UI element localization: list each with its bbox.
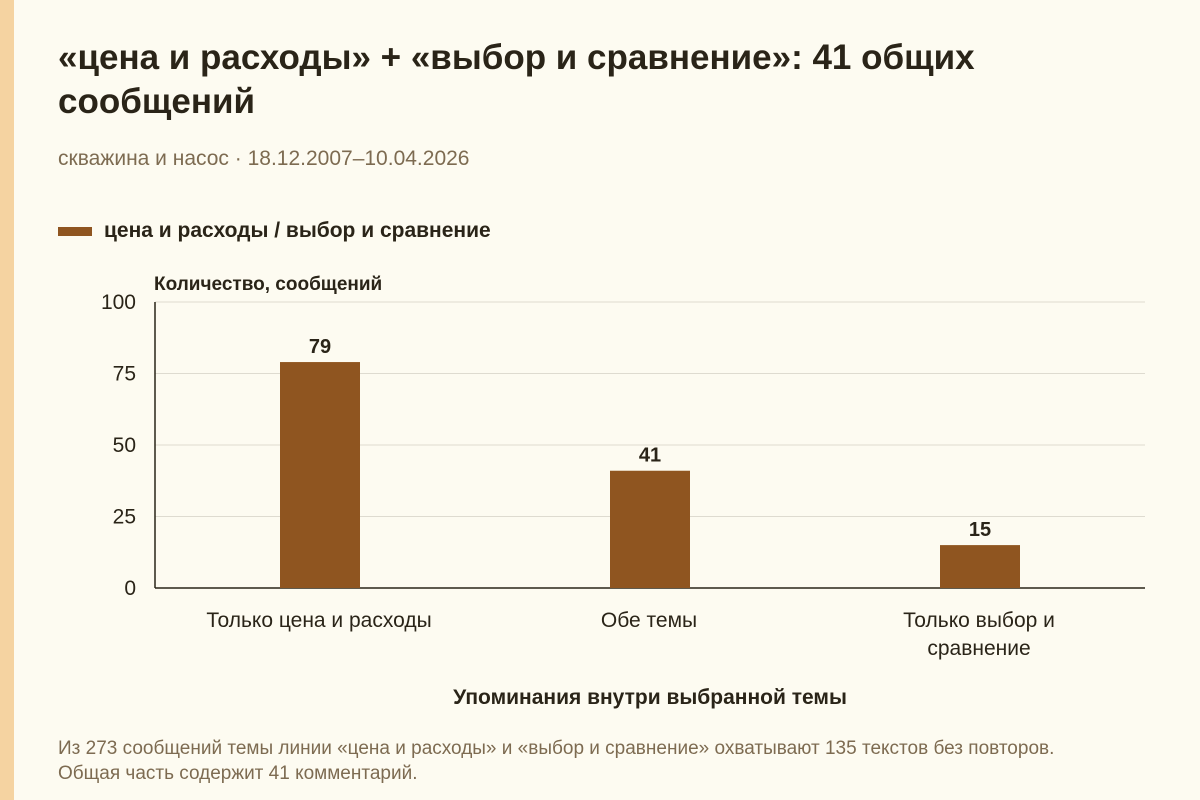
accent-strip [0, 0, 14, 800]
legend-label: цена и расходы / выбор и сравнение [104, 219, 491, 242]
legend: цена и расходы / выбор и сравнение [58, 219, 491, 243]
legend-swatch [58, 226, 92, 236]
y-tick-label-4: 100 [101, 291, 136, 314]
y-axis-title: Количество, сообщений [154, 274, 383, 295]
y-tick-label-3: 75 [113, 363, 136, 386]
bar-2 [940, 545, 1020, 588]
chart-subtitle: скважина и насос · 18.12.2007–10.04.2026 [58, 147, 470, 170]
data-label-2: 15 [969, 519, 991, 541]
footnote: Из 273 сообщений темы линии «цена и расх… [58, 738, 1055, 784]
bar-0 [280, 362, 360, 588]
x-axis-title: Упоминания внутри выбранной темы [453, 686, 847, 709]
x-tick-label-0: Только цена и расходы [206, 609, 432, 632]
y-tick-label-0: 0 [124, 577, 136, 600]
x-tick-label-1: Обе темы [600, 609, 698, 632]
x-tick-label-2: Только выбор и сравнение [903, 609, 1055, 660]
chart-title: «цена и расходы» + «выбор и сравнение»: … [58, 38, 975, 121]
y-tick-label-1: 25 [113, 506, 136, 529]
data-label-1: 41 [639, 445, 661, 467]
y-tick-label-2: 50 [113, 434, 136, 457]
data-label-0: 79 [309, 336, 331, 358]
bar-1 [610, 470, 690, 588]
